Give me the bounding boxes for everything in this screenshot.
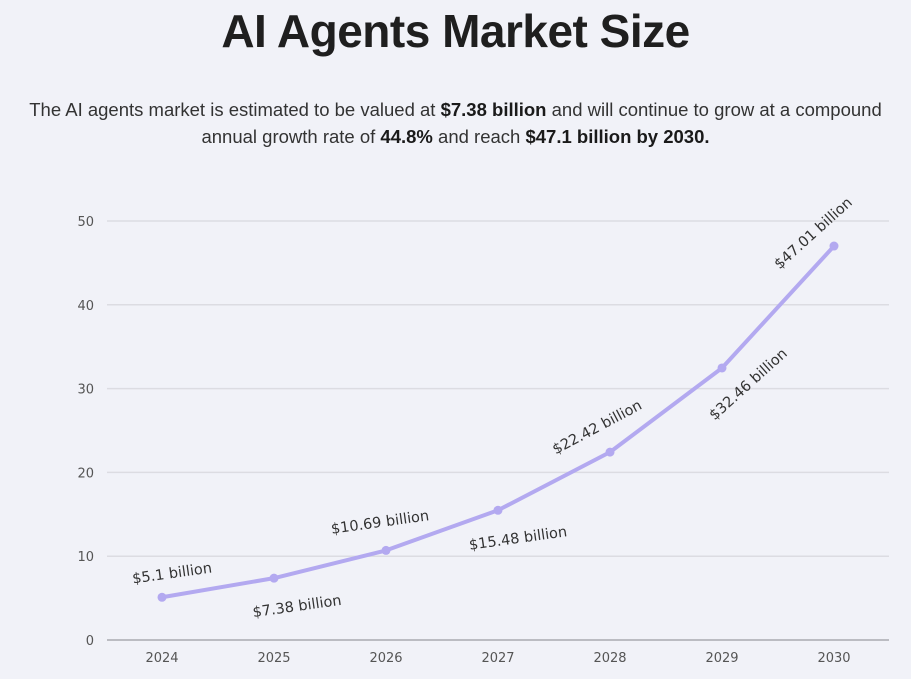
x-tick-label: 2024	[145, 651, 178, 666]
data-label: $10.69 billion	[330, 508, 430, 538]
y-tick-label: 0	[86, 634, 94, 649]
x-tick-label: 2029	[705, 651, 738, 666]
subtitle-highlight-cagr: 44.8%	[380, 126, 433, 147]
x-tick-label: 2026	[369, 651, 402, 666]
data-point	[829, 241, 839, 251]
data-label: $15.48 billion	[468, 524, 568, 554]
subtitle-text-3: and reach	[432, 126, 526, 147]
data-point	[605, 447, 615, 457]
x-tick-label: 2027	[481, 651, 514, 666]
data-label: $7.38 billion	[252, 593, 343, 621]
data-point	[717, 363, 727, 373]
y-tick-label: 50	[77, 215, 94, 230]
subtitle-highlight-2030: $47.1 billion by 2030.	[525, 126, 710, 147]
chart-subtitle: The AI agents market is estimated to be …	[0, 96, 911, 150]
subtitle-text-2: and will continue to grow at a compound …	[201, 99, 882, 147]
y-tick-label: 20	[77, 466, 94, 481]
data-point	[269, 573, 279, 583]
data-label: $22.42 billion	[550, 398, 645, 458]
y-tick-label: 10	[77, 550, 94, 565]
data-point	[157, 592, 167, 602]
subtitle-text-1: The AI agents market is estimated to be …	[29, 99, 441, 120]
y-tick-label: 40	[77, 299, 94, 314]
y-tick-label: 30	[77, 383, 94, 398]
x-tick-label: 2025	[257, 651, 290, 666]
subtitle-highlight-value: $7.38 billion	[440, 99, 547, 120]
data-point	[381, 545, 391, 555]
chart-title: AI Agents Market Size	[221, 5, 690, 57]
data-label: $47.01 billion	[772, 195, 856, 273]
x-tick-label: 2028	[593, 651, 626, 666]
data-point	[493, 505, 503, 515]
data-label: $5.1 billion	[131, 560, 213, 587]
data-label: $32.46 billion	[707, 346, 791, 424]
x-tick-label: 2030	[817, 651, 850, 666]
